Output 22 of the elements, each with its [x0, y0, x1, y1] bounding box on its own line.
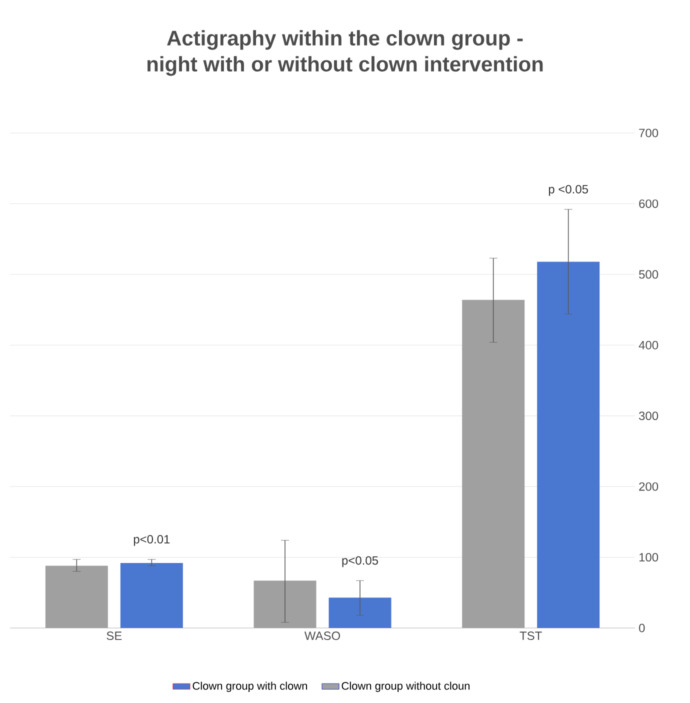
y-tick-label: 0	[639, 624, 645, 632]
y-tick-label: 100	[639, 553, 658, 562]
bar	[537, 262, 600, 628]
y-tick-label: 500	[639, 270, 658, 279]
legend-label: Clown group with clown	[192, 682, 308, 692]
bar	[45, 566, 108, 628]
y-tick-label: 600	[639, 199, 658, 208]
chart-title: Actigraphy within the clown group - night with or without clown intervention	[147, 30, 543, 76]
annotation: p <0.05	[548, 184, 588, 196]
y-tick-label: 200	[639, 482, 658, 491]
legend-label: Clown group without cloun	[342, 682, 470, 692]
annotation: p<0.05	[342, 556, 378, 568]
y-tick-label: 300	[638, 412, 658, 420]
bar	[328, 598, 392, 628]
bar	[120, 562, 183, 628]
y-tick-label: 700	[639, 128, 658, 138]
y-tick-label: 400	[638, 340, 658, 350]
x-tick-label: WASO	[304, 632, 340, 640]
x-tick-label: TST	[520, 632, 542, 640]
x-tick-label: SE	[106, 632, 122, 640]
annotation: p<0.01	[134, 535, 170, 546]
bar	[462, 300, 525, 628]
